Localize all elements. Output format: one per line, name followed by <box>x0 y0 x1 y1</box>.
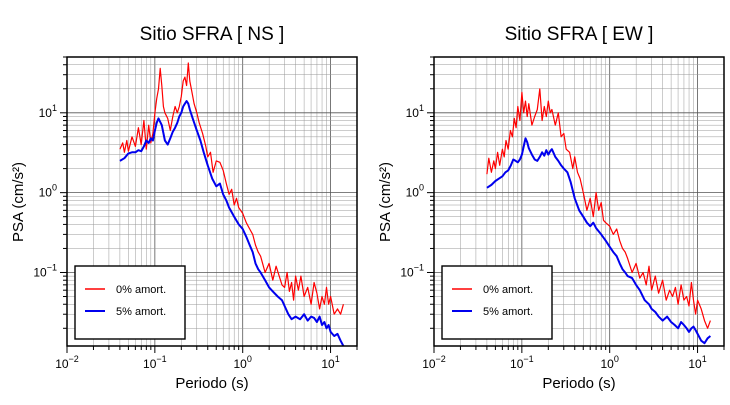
x-tick-label: 10−2 <box>55 354 79 371</box>
y-tick-label: 100 <box>39 183 57 200</box>
chart-title: Sitio SFRA [ EW ] <box>505 24 654 45</box>
x-tick-label: 10−1 <box>143 354 167 371</box>
chart-panel-ew: Sitio SFRA [ EW ] Periodo (s) PSA (cm/s²… <box>377 24 725 392</box>
plot-frame <box>433 56 725 347</box>
legend-label-0: 0% amort. <box>483 284 533 296</box>
chart-title: Sitio SFRA [ NS ] <box>140 24 285 45</box>
x-tick-label: 10−2 <box>422 354 446 371</box>
legend: 0% amort. 5% amort. <box>441 265 553 340</box>
legend-label-1: 5% amort. <box>483 306 533 318</box>
x-axis-label: Periodo (s) <box>175 375 248 392</box>
y-tick-label: 100 <box>406 183 424 200</box>
legend: 0% amort. 5% amort. <box>74 265 186 340</box>
x-tick-label: 101 <box>688 354 706 371</box>
x-tick-label: 101 <box>321 354 339 371</box>
legend-box <box>441 265 553 340</box>
x-axis-label: Periodo (s) <box>542 375 615 392</box>
tick-labels: 10−2 10−1 100 101 10−1 100 101 <box>400 103 706 371</box>
y-axis-label: PSA (cm/s²) <box>10 162 27 242</box>
x-tick-label: 100 <box>601 354 619 371</box>
tick-labels: 10−2 10−1 100 101 10−1 100 101 <box>33 103 339 371</box>
x-tick-label: 100 <box>234 354 252 371</box>
series-lines <box>486 88 712 345</box>
y-tick-label: 101 <box>406 103 424 120</box>
legend-box <box>74 265 186 340</box>
y-axis-label: PSA (cm/s²) <box>377 162 394 242</box>
series-line-1 <box>486 137 712 345</box>
series-lines <box>119 62 345 347</box>
x-tick-label: 10−1 <box>510 354 534 371</box>
chart-panel-ns: Sitio SFRA [ NS ] Periodo (s) PSA (cm/s²… <box>10 24 358 392</box>
y-tick-label: 101 <box>39 103 57 120</box>
series-line-0 <box>486 88 711 329</box>
plot-frame <box>66 56 358 347</box>
legend-label-0: 0% amort. <box>116 284 166 296</box>
y-tick-label: 10−1 <box>33 262 57 279</box>
y-tick-label: 10−1 <box>400 262 424 279</box>
legend-label-1: 5% amort. <box>116 306 166 318</box>
series-line-1 <box>119 100 345 347</box>
series-line-0 <box>119 62 344 315</box>
